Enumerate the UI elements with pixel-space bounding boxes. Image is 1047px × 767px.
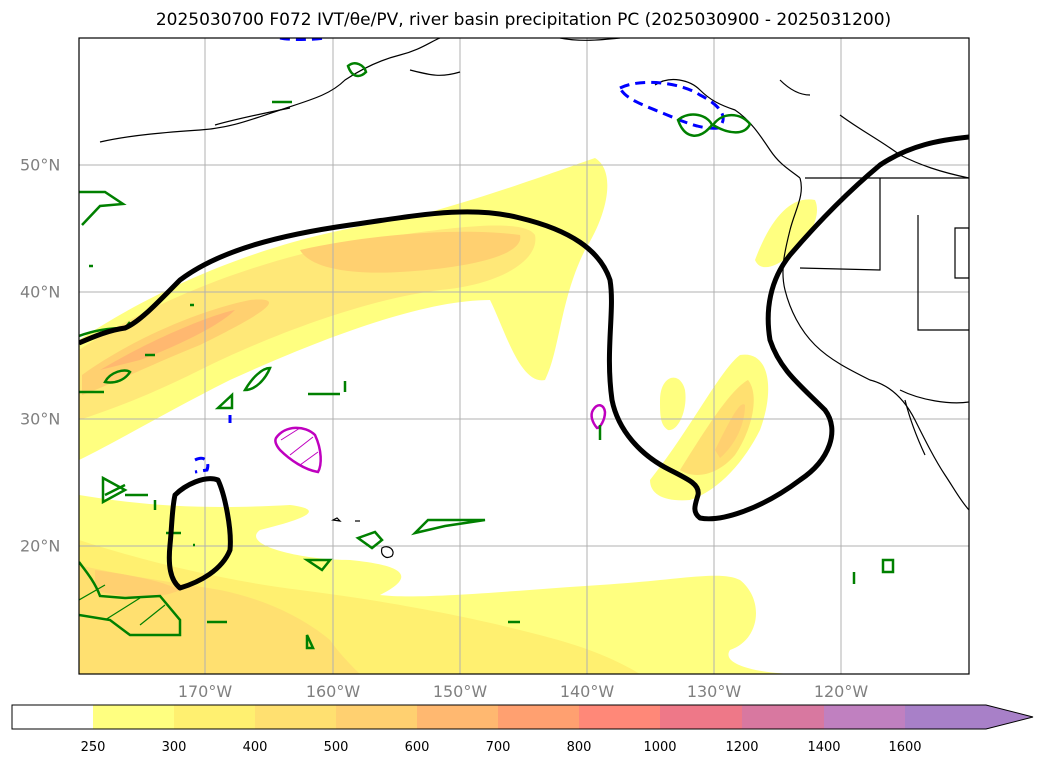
lat-label-50n: 50°N	[20, 155, 61, 175]
lon-label-140w: 140°W	[559, 682, 615, 701]
lon-label-160w: 160°W	[305, 682, 361, 701]
ivt-plume-east-2	[680, 380, 754, 475]
colorbar-segment	[417, 705, 498, 729]
colorbar-tick-label: 1600	[888, 740, 922, 755]
map-title: 2025030700 F072 IVT/θe/PV, river basin p…	[155, 10, 892, 30]
ivt-plume-east-3	[715, 404, 745, 458]
colorbar-tick-label: 1000	[643, 740, 677, 755]
colorbar-segment	[742, 705, 824, 729]
black-contours	[79, 134, 969, 591]
ivt-shading	[79, 158, 818, 674]
colorbar-tick-label: 700	[485, 740, 511, 755]
colorbar-segment	[579, 705, 660, 729]
map-frame	[78, 37, 970, 675]
colorbar-segment	[93, 705, 174, 729]
colorbar-segment	[336, 705, 417, 729]
lon-label-130w: 130°W	[686, 682, 742, 701]
lon-label-150w: 150°W	[432, 682, 488, 701]
colorbar-segment	[12, 705, 93, 729]
magenta-contours	[274, 404, 607, 474]
colorbar-tick-label: 600	[404, 740, 430, 755]
lon-label-170w: 170°W	[177, 682, 233, 701]
green-contours	[79, 62, 895, 650]
colorbar	[11, 704, 1034, 730]
colorbar-outline	[11, 704, 1034, 730]
colorbar-segment	[824, 705, 905, 729]
colorbar-tick-label: 300	[161, 740, 187, 755]
colorbar-tick-label: 1400	[807, 740, 841, 755]
coastlines	[99, 38, 969, 559]
graticule	[79, 38, 969, 674]
colorbar-tick-label: 500	[323, 740, 349, 755]
ivt-band-south-4	[95, 570, 180, 597]
lat-label-20n: 20°N	[20, 536, 61, 556]
ivt-blob	[660, 377, 686, 431]
colorbar-segment	[498, 705, 579, 729]
colorbar-extend-arrow	[986, 705, 1033, 729]
colorbar-tick-label: 250	[80, 740, 106, 755]
colorbar-segment	[905, 705, 986, 729]
colorbar-segment	[660, 705, 742, 729]
colorbar-tick-label: 800	[566, 740, 592, 755]
colorbar-segment	[174, 705, 255, 729]
ivt-nw-coast	[755, 199, 818, 268]
colorbar-segment	[255, 705, 336, 729]
colorbar-tick-label: 1200	[725, 740, 759, 755]
colorbar-tick-label: 400	[242, 740, 268, 755]
lon-label-120w: 120°W	[813, 682, 869, 701]
lat-label-30n: 30°N	[20, 409, 61, 429]
ivt-band-upper	[300, 231, 521, 273]
lat-label-40n: 40°N	[20, 282, 61, 302]
ivt-band-main-4	[100, 310, 235, 370]
ivt-band-main-2	[79, 225, 536, 420]
